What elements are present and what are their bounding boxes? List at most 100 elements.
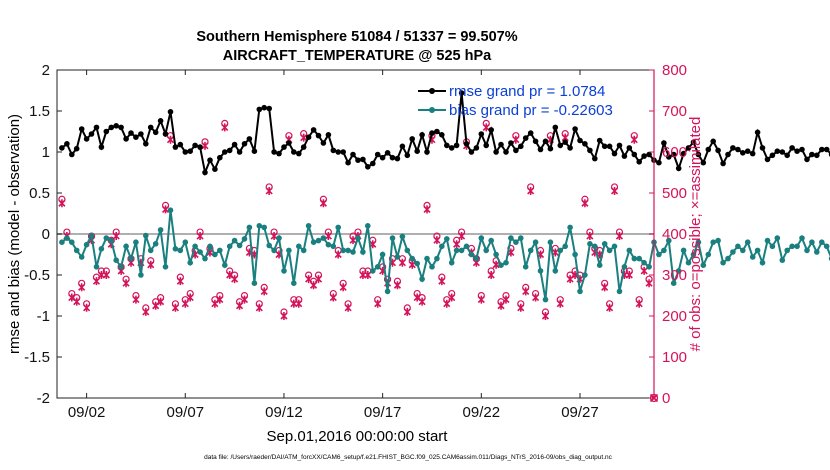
bias-point [542,296,549,303]
obs-possible-marker [354,228,362,236]
bias-point [98,246,105,252]
rmse-point [291,149,297,155]
obs-possible-marker [161,201,170,209]
rmse-point [656,159,662,166]
rmse-point [809,151,815,158]
y-axis-left: 2 1.5 1 0.5 0 -0.5 -1 -1.5 -2 [24,62,62,407]
bias-point [527,247,534,254]
obs-possible-marker [285,132,293,140]
bias-point [172,246,179,252]
bias-point [182,239,189,245]
bias-point [360,249,366,255]
rmse-point [587,147,593,154]
bias-point [310,239,317,245]
rmse-point [271,149,277,155]
bias-point [488,237,495,244]
bias-point [152,241,159,247]
y-tick-label-right: 400 [662,226,687,243]
rmse-point [379,154,386,161]
bias-point [177,247,184,254]
obs-possible-marker [231,271,239,279]
bias-point [325,241,332,248]
legend-bias-marker [429,107,435,113]
rmse-point [73,145,80,152]
obs-possible-marker [122,275,130,283]
obs-possible-marker [344,300,352,308]
bias-point [123,243,129,250]
rmse-point [532,138,539,145]
bias-point [399,233,406,240]
obs-possible-marker [403,304,411,312]
rmse-point [498,141,504,148]
rmse-point [458,90,465,96]
bias-point [680,247,687,254]
rmse-point [152,129,159,136]
rmse-point [735,146,741,153]
rmse-point [246,136,253,142]
obs-possible-marker [132,292,140,300]
bias-point [513,239,519,245]
bias-point [508,235,514,241]
bias-point [458,247,465,254]
obs-possible-marker [63,228,71,236]
rmse-point [128,130,134,136]
bias-point [562,243,568,250]
rmse-point [345,159,351,166]
bias-point [419,276,425,282]
y-tick-label-left: 2 [42,62,50,79]
rmse-point [281,144,287,150]
obs-possible-marker [300,130,308,138]
obs-possible-marker [211,296,219,304]
bias-point [113,257,119,264]
rmse-point [764,156,771,163]
rmse-point [819,146,825,153]
rmse-point [710,138,716,145]
bias-point [789,243,795,250]
rmse-point [266,105,273,112]
bias-point [103,235,110,241]
rmse-point [493,149,499,155]
bias-point [448,259,455,266]
bias-point [567,224,573,231]
rmse-point [355,157,361,163]
rmse-point [310,127,317,133]
obs-possible-marker [527,183,535,191]
obs-possible-marker [605,300,614,308]
y-tick-label-right: 600 [662,144,687,161]
bias-point [764,237,771,244]
obs-possible-marker [625,267,633,275]
rmse-point [513,147,519,154]
rmse-point [192,142,198,149]
rmse-point [759,145,766,151]
bias-point [256,223,263,229]
rmse-point [59,145,65,151]
rmse-point [779,149,786,155]
rmse-point [527,130,534,136]
bias-point [596,262,603,269]
obs-possible-marker [586,228,594,236]
rmse-point [799,146,805,153]
y-tick-label-left: 1.5 [29,103,50,120]
obs-possible-marker [566,271,574,279]
y-axis-label-right: # of obs: o=possible; ×=assimilated [687,117,704,352]
obs-possible-marker [260,283,268,291]
rmse-point [552,124,559,131]
bias-point [759,259,766,266]
obs-possible-marker [73,294,81,302]
rmse-point [675,165,682,172]
obs-possible-marker [423,201,431,209]
rmse-point [616,142,623,149]
bias-point [143,232,149,239]
y-tick-label-right: 800 [662,62,687,79]
rmse-point [557,142,564,149]
bias-point [749,254,756,260]
bias-point [670,280,677,287]
bias-point [236,242,243,249]
right-axis-zero-circle [649,393,659,403]
rmse-point [636,159,642,165]
obs-possible-marker [226,267,234,275]
rmse-point [103,128,110,135]
obs-possible-marker [314,271,323,279]
bias-point [690,251,697,258]
rmse-point [231,141,238,148]
